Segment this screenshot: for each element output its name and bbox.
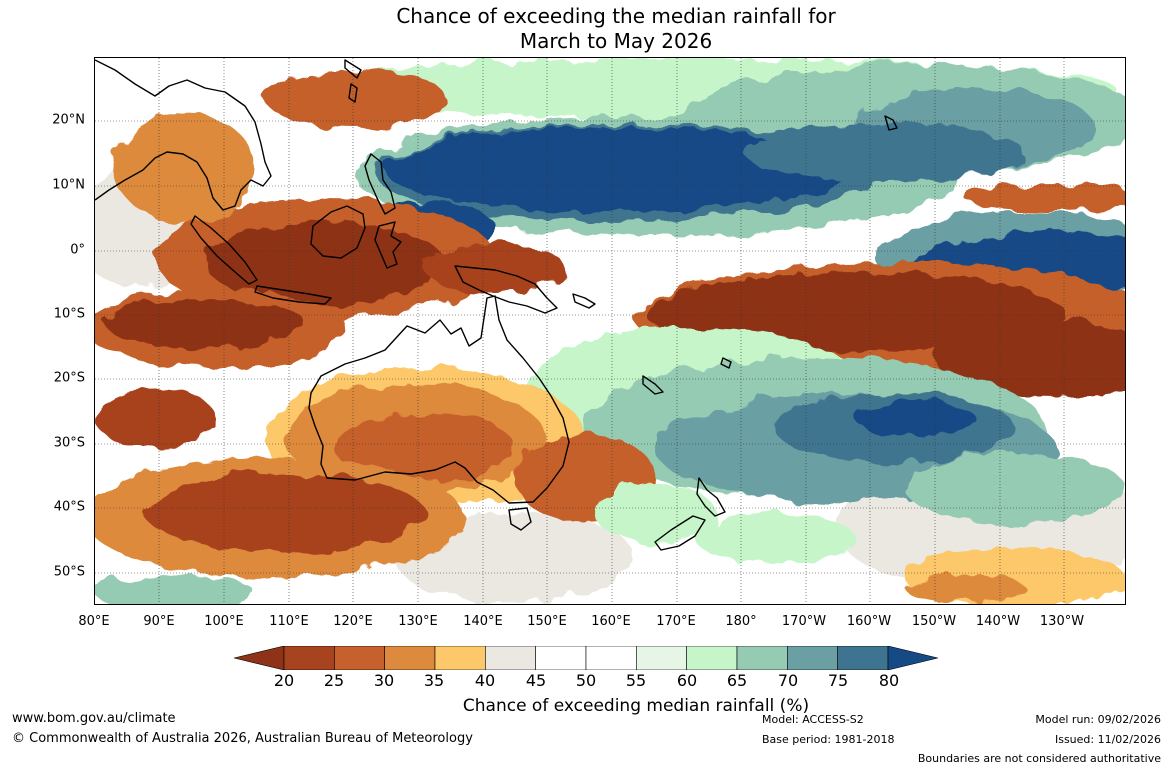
mainland-asia-coast <box>95 59 272 211</box>
colorbar <box>234 646 938 670</box>
sumatra-coast <box>190 215 258 285</box>
colorbar-tick-65: 65 <box>726 671 748 690</box>
sulawesi-coast <box>374 221 402 269</box>
tasmania-coast <box>508 507 532 531</box>
lon-label-90e: 90°E <box>143 614 175 629</box>
colorbar-tick-55: 55 <box>625 671 647 690</box>
lon-label-140e: 140°E <box>463 614 503 629</box>
colorbar-tick-35: 35 <box>423 671 445 690</box>
colorbar-title: Chance of exceeding median rainfall (%) <box>462 696 810 716</box>
lon-label-120e: 120°E <box>333 614 373 629</box>
colorbar-tick-80: 80 <box>878 671 900 690</box>
lon-label-150w: 150°W <box>911 614 957 629</box>
colorbar-arrow-low <box>234 646 285 670</box>
colorbar-segment <box>736 646 788 670</box>
lat-label-50s: 50°S <box>53 564 85 580</box>
rainfall-map <box>94 57 1126 605</box>
australia-coast <box>308 295 570 504</box>
taiwan-coast <box>348 83 358 103</box>
lon-label-160w: 160°W <box>846 614 892 629</box>
coastlines <box>95 59 898 551</box>
title-line-2: March to May 2026 <box>519 29 713 53</box>
japan-coast <box>344 59 362 79</box>
colorbar-tick-25: 25 <box>323 671 345 690</box>
colorbar-tick-60: 60 <box>676 671 698 690</box>
colorbar-segment <box>787 646 838 670</box>
new-guinea-coast <box>454 265 558 314</box>
probability-field <box>95 58 1125 604</box>
base-period: Base period: 1981-2018 <box>762 733 895 746</box>
lat-label-20n: 20°N <box>52 112 85 128</box>
colorbar-segment <box>686 646 738 670</box>
colorbar-arrow-high <box>887 646 938 670</box>
fiji-coast <box>720 357 732 369</box>
solomon-islands-coast <box>572 293 596 309</box>
lon-label-100e: 100°E <box>204 614 244 629</box>
colorbar-tick-40: 40 <box>474 671 496 690</box>
colorbar-tick-75: 75 <box>827 671 849 690</box>
lon-label-180: 180° <box>725 614 757 629</box>
lon-label-80e: 80°E <box>78 614 110 629</box>
lon-label-160e: 160°E <box>591 614 631 629</box>
colorbar-segment <box>485 646 536 670</box>
issued-date: Issued: 11/02/2026 <box>1054 733 1161 746</box>
colorbar-segment <box>283 646 335 670</box>
lat-label-0: 0° <box>70 242 85 258</box>
copyright-text: © Commonwealth of Australia 2026, Austra… <box>12 731 473 746</box>
borneo-coast <box>310 205 366 259</box>
colorbar-tick-50: 50 <box>575 671 597 690</box>
colorbar-segment <box>636 646 687 670</box>
map-title: Chance of exceeding the median rainfall … <box>0 4 1173 54</box>
lat-label-40s: 40°S <box>53 499 85 515</box>
colorbar-segment <box>334 646 385 670</box>
lon-label-140w: 140°W <box>975 614 1021 629</box>
model-name: Model: ACCESS-S2 <box>762 713 864 726</box>
lat-label-10n: 10°N <box>52 177 85 193</box>
java-coast <box>254 285 332 305</box>
lon-label-170w: 170°W <box>781 614 827 629</box>
lon-label-150e: 150°E <box>527 614 567 629</box>
new-zealand-coast <box>654 477 726 551</box>
colorbar-tick-30: 30 <box>373 671 395 690</box>
lon-label-130e: 130°E <box>398 614 438 629</box>
lon-label-130w: 130°W <box>1039 614 1085 629</box>
new-caledonia-coast <box>642 375 664 395</box>
lat-label-30s: 30°S <box>53 435 85 451</box>
title-line-1: Chance of exceeding the median rainfall … <box>396 4 836 28</box>
model-run-date: Model run: 09/02/2026 <box>1035 713 1161 726</box>
colorbar-tick-45: 45 <box>525 671 547 690</box>
hawaii-coast <box>884 115 898 131</box>
boundary-disclaimer: Boundaries are not considered authoritat… <box>917 752 1161 765</box>
lon-label-110e: 110°E <box>269 614 309 629</box>
colorbar-tick-70: 70 <box>777 671 799 690</box>
philippines-coast <box>364 153 396 215</box>
lat-label-20s: 20°S <box>53 370 85 386</box>
colorbar-segment <box>535 646 587 670</box>
graticule <box>95 58 1125 604</box>
colorbar-segment <box>837 646 889 670</box>
lon-label-170e: 170°E <box>656 614 696 629</box>
lat-label-10s: 10°S <box>53 306 85 322</box>
colorbar-segment <box>384 646 436 670</box>
colorbar-tick-20: 20 <box>273 671 295 690</box>
website-link[interactable]: www.bom.gov.au/climate <box>12 711 176 726</box>
colorbar-segment <box>434 646 486 670</box>
colorbar-segment <box>585 646 637 670</box>
